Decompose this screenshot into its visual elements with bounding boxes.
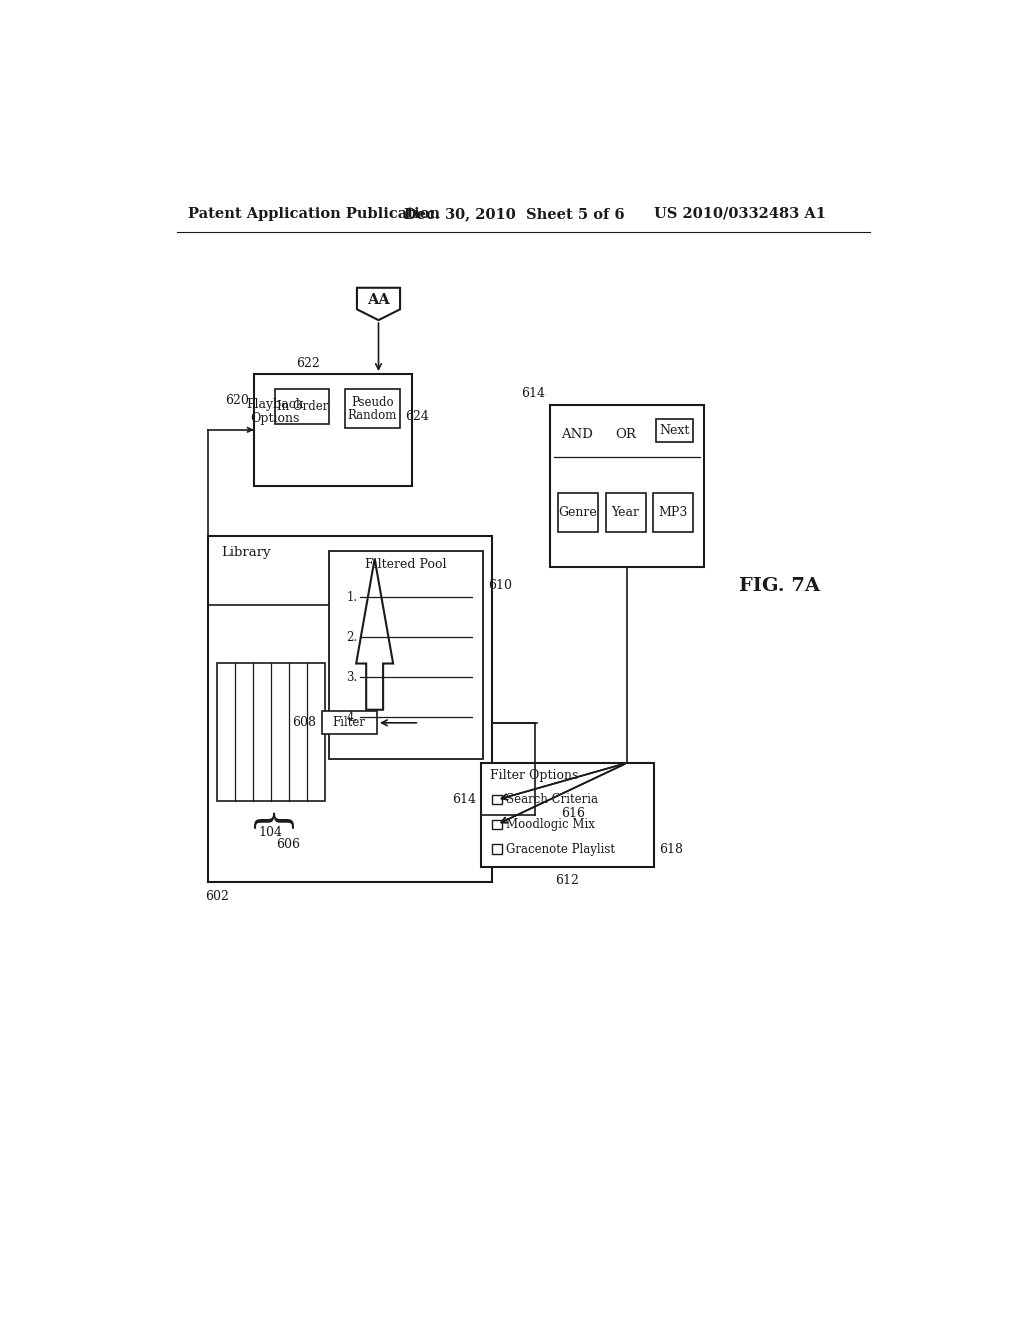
Text: Filter Options: Filter Options	[490, 768, 579, 781]
Bar	[558, 494, 598, 532]
Bar	[275, 389, 330, 424]
Text: 622: 622	[296, 356, 319, 370]
Text: 1.: 1.	[346, 591, 357, 603]
Text: Playback: Playback	[247, 399, 304, 412]
Text: 4.: 4.	[346, 711, 357, 723]
Text: Filter: Filter	[333, 717, 366, 730]
Text: Genre: Genre	[558, 506, 597, 519]
Bar	[493, 795, 502, 804]
Bar	[254, 374, 412, 486]
Bar	[605, 494, 646, 532]
Text: FIG. 7A: FIG. 7A	[739, 577, 820, 595]
Text: 602: 602	[205, 890, 228, 903]
Text: Dec. 30, 2010  Sheet 5 of 6: Dec. 30, 2010 Sheet 5 of 6	[403, 207, 625, 220]
Bar	[656, 418, 693, 442]
Text: Next: Next	[659, 424, 690, 437]
Text: US 2010/0332483 A1: US 2010/0332483 A1	[654, 207, 826, 220]
Text: 614: 614	[452, 793, 476, 807]
Text: Patent Application Publication: Patent Application Publication	[188, 207, 440, 220]
Bar	[493, 820, 502, 829]
Text: 104: 104	[259, 825, 283, 838]
Bar	[208, 536, 493, 882]
Text: Random: Random	[348, 409, 397, 422]
Text: 618: 618	[659, 842, 683, 855]
Bar	[550, 405, 705, 566]
Text: In Order: In Order	[276, 400, 328, 413]
Text: Pseudo: Pseudo	[351, 396, 393, 409]
Text: 614: 614	[521, 387, 545, 400]
Text: Filtered Pool: Filtered Pool	[366, 558, 446, 572]
Text: 608: 608	[293, 717, 316, 730]
Text: 3.: 3.	[346, 671, 357, 684]
Text: OR: OR	[615, 428, 636, 441]
Text: 620: 620	[225, 395, 249, 408]
Text: 2.: 2.	[346, 631, 357, 644]
Text: Options: Options	[251, 412, 300, 425]
Text: Library: Library	[221, 546, 271, 560]
Bar	[493, 845, 502, 854]
Text: 612: 612	[556, 874, 580, 887]
Polygon shape	[356, 558, 393, 710]
Bar	[345, 389, 400, 428]
Bar	[481, 763, 654, 867]
Bar	[330, 552, 483, 759]
Text: 606: 606	[275, 838, 300, 851]
Text: AND: AND	[561, 428, 593, 441]
Bar	[217, 663, 325, 801]
Text: AA: AA	[368, 293, 390, 308]
Text: 624: 624	[406, 409, 429, 422]
Text: Search Criteria: Search Criteria	[506, 793, 598, 807]
Bar	[322, 711, 377, 734]
Bar	[653, 494, 693, 532]
Text: Gracenote Playlist: Gracenote Playlist	[506, 842, 614, 855]
Text: 616: 616	[561, 807, 586, 820]
Polygon shape	[357, 288, 400, 321]
Text: Year: Year	[611, 506, 640, 519]
Text: MP3: MP3	[658, 506, 688, 519]
Text: Moodlogic Mix: Moodlogic Mix	[506, 818, 594, 832]
Text: 610: 610	[488, 579, 512, 593]
Text: }: }	[250, 803, 292, 829]
